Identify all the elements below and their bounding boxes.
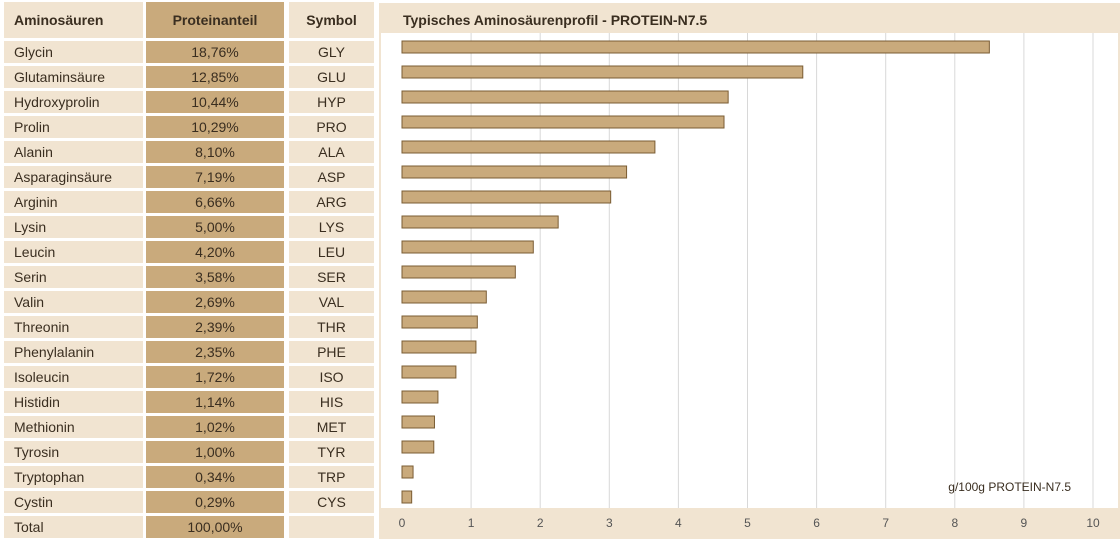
amino-acid-name: Methionin bbox=[4, 416, 143, 438]
amino-acid-name: Leucin bbox=[4, 241, 143, 263]
bar-tyr bbox=[401, 440, 435, 454]
amino-acid-name: Isoleucin bbox=[4, 366, 143, 388]
amino-acid-symbol: TRP bbox=[289, 466, 374, 488]
bar-val bbox=[401, 290, 487, 304]
amino-acid-symbol: ARG bbox=[289, 191, 374, 213]
amino-acid-name: Asparaginsäure bbox=[4, 166, 143, 188]
protein-share: 4,20% bbox=[146, 241, 284, 263]
x-tick-label: 3 bbox=[606, 516, 613, 530]
amino-acid-name: Total bbox=[4, 516, 143, 538]
x-tick-label: 9 bbox=[1021, 516, 1028, 530]
amino-acid-symbol: LYS bbox=[289, 216, 374, 238]
protein-share: 3,58% bbox=[146, 266, 284, 288]
amino-acid-name: Phenylalanin bbox=[4, 341, 143, 363]
amino-acid-name: Lysin bbox=[4, 216, 143, 238]
bar-thr bbox=[401, 315, 478, 329]
amino-acid-symbol: GLU bbox=[289, 66, 374, 88]
protein-share: 10,29% bbox=[146, 116, 284, 138]
x-tick-label: 1 bbox=[468, 516, 475, 530]
bar-pro bbox=[401, 115, 725, 129]
protein-share: 12,85% bbox=[146, 66, 284, 88]
protein-share: 0,29% bbox=[146, 491, 284, 513]
x-tick-label: 4 bbox=[675, 516, 682, 530]
amino-acid-name: Cystin bbox=[4, 491, 143, 513]
protein-share: 8,10% bbox=[146, 141, 284, 163]
bar-asp bbox=[401, 165, 628, 179]
protein-share: 5,00% bbox=[146, 216, 284, 238]
header-proteinanteil: Proteinanteil bbox=[146, 2, 284, 38]
protein-share: 7,19% bbox=[146, 166, 284, 188]
amino-acid-symbol: THR bbox=[289, 316, 374, 338]
amino-acid-symbol: SER bbox=[289, 266, 374, 288]
x-tick-label: 0 bbox=[399, 516, 406, 530]
protein-share: 1,72% bbox=[146, 366, 284, 388]
x-tick-label: 10 bbox=[1086, 516, 1100, 530]
bar-trp bbox=[401, 465, 414, 479]
x-tick-label: 7 bbox=[882, 516, 889, 530]
amino-acid-symbol: HYP bbox=[289, 91, 374, 113]
chart-unit-annotation: g/100g PROTEIN-N7.5 bbox=[948, 480, 1071, 494]
x-tick-label: 5 bbox=[744, 516, 751, 530]
amino-acid-chart: Typisches Aminosäurenprofil - PROTEIN-N7… bbox=[379, 3, 1120, 539]
protein-share: 0,34% bbox=[146, 466, 284, 488]
amino-acid-name: Glutaminsäure bbox=[4, 66, 143, 88]
amino-acid-symbol: PHE bbox=[289, 341, 374, 363]
bar-cys bbox=[401, 490, 413, 504]
amino-acid-symbol: MET bbox=[289, 416, 374, 438]
chart-canvas: Typisches Aminosäurenprofil - PROTEIN-N7… bbox=[381, 12, 1118, 530]
protein-share: 10,44% bbox=[146, 91, 284, 113]
bar-ser bbox=[401, 265, 516, 279]
amino-acid-name: Arginin bbox=[4, 191, 143, 213]
header-symbol: Symbol bbox=[289, 2, 374, 38]
amino-acid-symbol: VAL bbox=[289, 291, 374, 313]
amino-acid-name: Glycin bbox=[4, 41, 143, 63]
protein-share: 1,14% bbox=[146, 391, 284, 413]
x-tick-label: 8 bbox=[951, 516, 958, 530]
protein-share: 18,76% bbox=[146, 41, 284, 63]
amino-acid-symbol: PRO bbox=[289, 116, 374, 138]
amino-acid-symbol: GLY bbox=[289, 41, 374, 63]
chart-title: Typisches Aminosäurenprofil - PROTEIN-N7… bbox=[403, 12, 707, 28]
bar-gly bbox=[401, 40, 990, 54]
bar-his bbox=[401, 390, 439, 404]
protein-share: 6,66% bbox=[146, 191, 284, 213]
protein-share: 2,69% bbox=[146, 291, 284, 313]
x-tick-label: 2 bbox=[537, 516, 544, 530]
amino-acid-name: Alanin bbox=[4, 141, 143, 163]
bar-arg bbox=[401, 190, 612, 204]
header-aminosaeuren: Aminosäuren bbox=[4, 2, 143, 38]
bar-hyp bbox=[401, 90, 729, 104]
protein-share: 2,39% bbox=[146, 316, 284, 338]
amino-acid-name: Valin bbox=[4, 291, 143, 313]
bar-leu bbox=[401, 240, 534, 254]
protein-share: 1,02% bbox=[146, 416, 284, 438]
amino-acid-name: Prolin bbox=[4, 116, 143, 138]
amino-acid-name: Serin bbox=[4, 266, 143, 288]
amino-acid-symbol: TYR bbox=[289, 441, 374, 463]
amino-acid-symbol: ASP bbox=[289, 166, 374, 188]
amino-acid-symbol: ISO bbox=[289, 366, 374, 388]
amino-acid-name: Hydroxyprolin bbox=[4, 91, 143, 113]
amino-acid-symbol: ALA bbox=[289, 141, 374, 163]
bar-phe bbox=[401, 340, 477, 354]
amino-acid-name: Histidin bbox=[4, 391, 143, 413]
bar-glu bbox=[401, 65, 804, 79]
bar-met bbox=[401, 415, 435, 429]
protein-share: 100,00% bbox=[146, 516, 284, 538]
bar-lys bbox=[401, 215, 559, 229]
protein-share: 1,00% bbox=[146, 441, 284, 463]
amino-acid-name: Threonin bbox=[4, 316, 143, 338]
bar-ala bbox=[401, 140, 656, 154]
amino-acid-name: Tryptophan bbox=[4, 466, 143, 488]
amino-acid-symbol: CYS bbox=[289, 491, 374, 513]
amino-acid-symbol bbox=[289, 516, 374, 538]
x-tick-label: 6 bbox=[813, 516, 820, 530]
amino-acid-symbol: LEU bbox=[289, 241, 374, 263]
amino-acid-name: Tyrosin bbox=[4, 441, 143, 463]
protein-share: 2,35% bbox=[146, 341, 284, 363]
amino-acid-symbol: HIS bbox=[289, 391, 374, 413]
bar-iso bbox=[401, 365, 457, 379]
